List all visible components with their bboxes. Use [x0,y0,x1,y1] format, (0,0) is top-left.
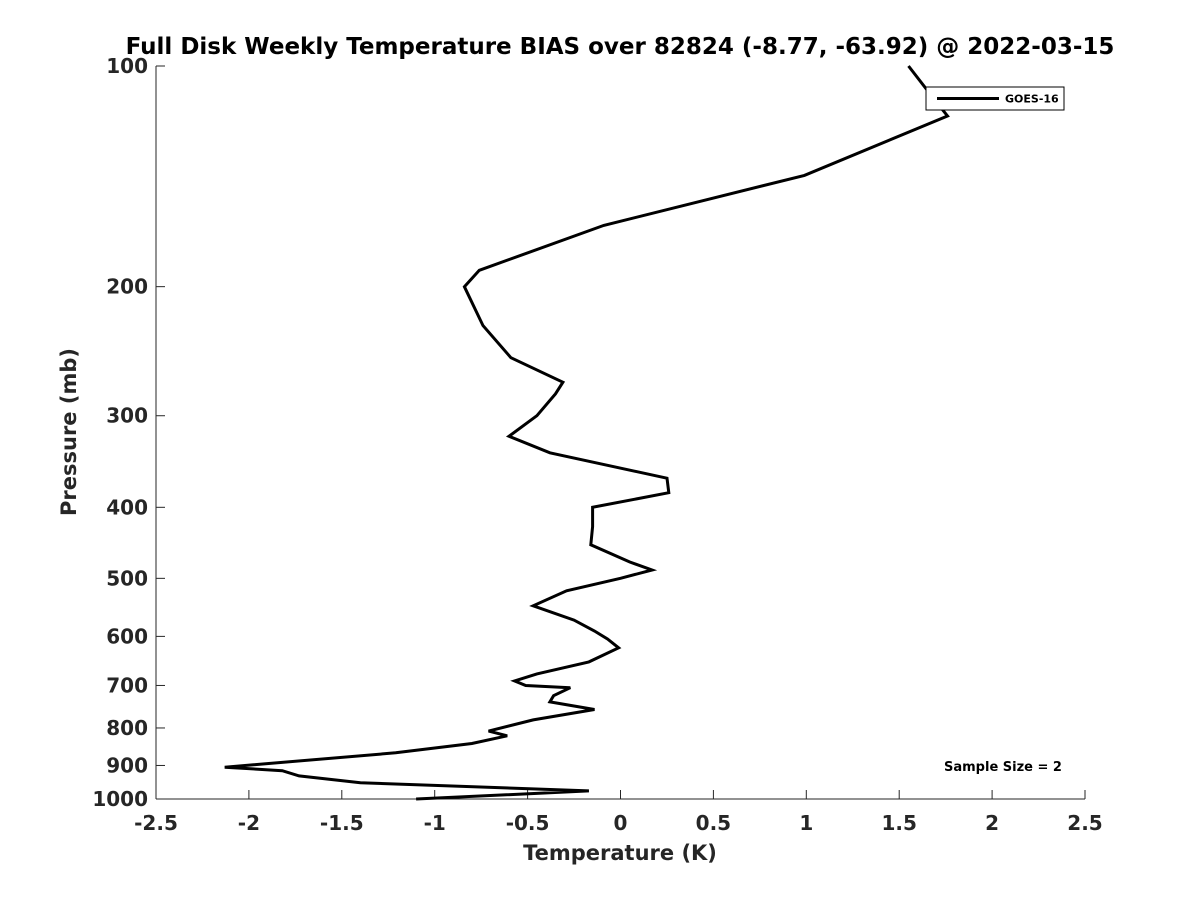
legend-label: GOES-16 [1005,93,1059,106]
legend: GOES-16 [925,86,1065,111]
y-tick-label: 300 [106,404,148,428]
y-axis-label: Pressure (mb) [57,348,81,516]
x-tick-label: -2 [238,811,260,835]
x-axis-label: Temperature (K) [523,841,717,865]
y-tick-label: 800 [106,716,148,740]
chart-title: Full Disk Weekly Temperature BIAS over 8… [126,34,1115,60]
y-tick-label: 700 [106,673,148,697]
series-line-goes16 [224,65,950,801]
y-axis: 100 200 300 400 500 600 700 800 900 1000 [92,54,165,811]
x-tick-label: 0.5 [696,811,731,835]
x-tick-label: 1.5 [881,811,916,835]
x-tick-label: -1.5 [320,811,364,835]
x-axis: -2.5 -2 -1.5 -1 -0.5 0 0.5 1 1.5 2 2.5 [134,790,1103,835]
x-tick-label: 2.5 [1067,811,1102,835]
x-tick-label: 2 [985,811,999,835]
x-tick-label: 1 [799,811,813,835]
series-layer [224,65,950,801]
y-tick-label: 100 [106,54,148,78]
x-tick-label: 0 [614,811,628,835]
y-tick-label: 900 [106,753,148,777]
y-tick-label: 400 [106,495,148,519]
y-tick-label: 600 [106,624,148,648]
y-tick-label: 200 [106,275,148,299]
x-tick-label: -0.5 [506,811,550,835]
x-tick-label: -1 [424,811,446,835]
x-tick-label: -2.5 [134,811,178,835]
y-tick-label: 1000 [92,787,148,811]
sample-size-annotation: Sample Size = 2 [944,760,1062,775]
y-tick-label: 500 [106,566,148,590]
